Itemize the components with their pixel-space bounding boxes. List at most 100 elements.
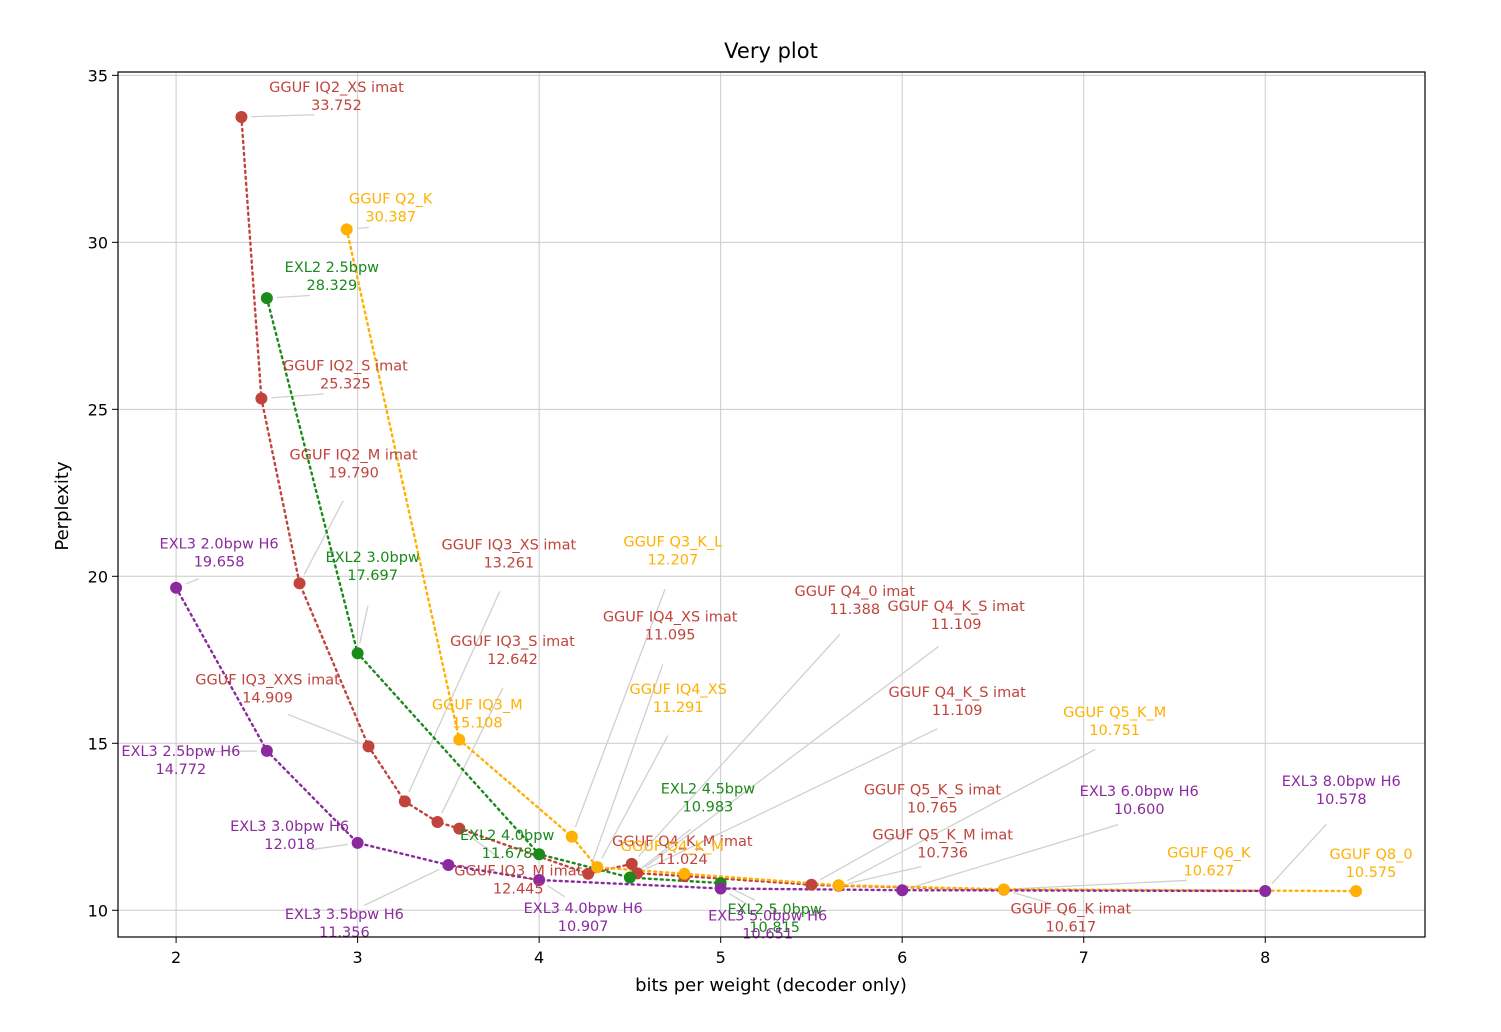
annotation-label: GGUF Q6_K imat (1010, 902, 1131, 918)
annotation-leaders (185, 114, 1327, 907)
annotation-label: EXL3 2.0bpw H6 (160, 537, 279, 553)
annotation-label: EXL2 4.5bpw (661, 781, 755, 797)
annotation-value: 10.983 (683, 799, 734, 815)
annotation-value: 12.642 (487, 652, 538, 668)
data-point (431, 816, 444, 829)
annotation-value: 33.752 (311, 98, 362, 114)
annotation-label: GGUF Q4_K_M (621, 839, 724, 855)
y-axis-title: Perplexity (52, 461, 73, 551)
annotation-value: 11.109 (931, 617, 982, 633)
annotation-leader (1013, 879, 1187, 890)
annotation-value: 28.329 (306, 278, 357, 294)
annotation-value: 15.108 (452, 716, 503, 732)
annotation-value: 10.627 (1183, 863, 1234, 879)
annotation-leader (303, 500, 344, 575)
data-point (362, 740, 375, 753)
annotation-label: GGUF IQ3_M imat (454, 864, 582, 880)
annotation-value: 10.751 (1089, 723, 1140, 739)
annotation-value: 11.291 (653, 700, 704, 716)
y-tick-label: 25 (88, 400, 108, 419)
annotation-leader (847, 748, 1096, 882)
annotation-leader (287, 713, 360, 744)
annotation-value: 11.356 (319, 925, 370, 941)
data-point (678, 867, 691, 880)
annotation-label: EXL3 3.5bpw H6 (285, 907, 404, 923)
annotation-leader (637, 828, 692, 872)
annotation-label: GGUF IQ2_S imat (283, 358, 408, 374)
annotation-value: 11.678 (482, 846, 533, 862)
annotation-label: GGUF Q8_0 (1329, 847, 1412, 863)
annotation-leader (819, 826, 914, 881)
data-point (997, 883, 1010, 896)
annotation-label: EXL2 5.0bpw (728, 902, 822, 918)
annotation-label: GGUF Q5_K_S imat (864, 783, 1002, 799)
annotation-label: GGUF IQ3_XXS imat (195, 672, 340, 688)
annotation-label: GGUF Q6_K (1167, 845, 1251, 861)
annotation-leader (1013, 891, 1050, 905)
data-point (235, 111, 248, 124)
annotation-label: GGUF Q2_K (349, 191, 433, 207)
annotation-leader (1271, 823, 1327, 885)
data-point (623, 871, 636, 884)
annotation-value: 10.765 (907, 801, 958, 817)
annotation-label: GGUF IQ3_S imat (450, 634, 575, 650)
annotation-leader (271, 393, 324, 399)
annotation-value: 10.600 (1114, 802, 1165, 818)
data-point (260, 292, 273, 305)
annotation-leader (574, 588, 666, 828)
annotation-label: GGUF Q4_K_S imat (889, 685, 1027, 701)
annotation-leader (276, 294, 310, 299)
annotation-value: 10.617 (1045, 920, 1096, 936)
x-tick-label: 8 (1260, 948, 1270, 967)
annotation-value: 17.697 (347, 568, 398, 584)
annotation-label: GGUF Q3_K_L (623, 535, 722, 551)
x-tick-label: 3 (353, 948, 363, 967)
annotation-label: EXL2 3.0bpw (325, 550, 419, 566)
annotation-label: GGUF IQ3_M (432, 698, 523, 714)
annotation-leader (202, 750, 257, 753)
annotation-label: GGUF IQ2_M imat (290, 447, 418, 463)
annotation-leader (185, 578, 199, 585)
annotation-value: 30.387 (365, 209, 416, 225)
annotation-value: 12.445 (493, 882, 544, 898)
annotation-label: EXL3 3.0bpw H6 (230, 819, 349, 835)
data-point (533, 873, 546, 886)
annotation-leader (848, 866, 922, 885)
x-tick-label: 7 (1079, 948, 1089, 967)
annotation-label: EXL3 4.0bpw H6 (524, 901, 643, 917)
annotation-label: GGUF Q4_K_M imat (612, 834, 753, 850)
annotation-label: GGUF IQ4_XS imat (603, 610, 738, 626)
series-line (345, 228, 1358, 893)
x-axis-title: bits per weight (decoder only) (635, 975, 907, 996)
annotation-leader (356, 226, 369, 230)
data-point (565, 830, 578, 843)
annotation-value: 11.388 (829, 602, 880, 618)
data-point (351, 647, 364, 660)
annotation-leader (637, 633, 841, 857)
data-point (591, 861, 604, 874)
annotation-value: 11.095 (645, 628, 696, 644)
annotations: GGUF IQ2_XS imat 33.752 GGUF IQ2_S imat 25.… (121, 80, 1412, 943)
data-point (582, 867, 595, 880)
annotation-leader (601, 735, 669, 859)
annotation-label: EXL3 5.0bpw H6 (708, 909, 827, 925)
y-tick-label: 30 (88, 233, 108, 252)
annotation-label: EXL2 2.5bpw (285, 260, 379, 276)
data-point (896, 884, 909, 897)
data-point (351, 836, 364, 849)
data-point (625, 857, 638, 870)
annotation-value: 11.024 (657, 852, 708, 868)
annotation-leader (911, 824, 1119, 888)
annotation-leader (363, 868, 440, 907)
data-point (398, 795, 411, 808)
data-point (170, 581, 183, 594)
annotation-value: 12.207 (647, 553, 698, 569)
x-tick-label: 5 (716, 948, 726, 967)
plot-frame (117, 71, 1426, 938)
data-point (805, 878, 818, 891)
annotation-label: GGUF IQ4_XS (630, 682, 727, 698)
x-tick-label: 2 (171, 948, 181, 967)
series-line (240, 115, 1006, 891)
annotation-label: EXL3 2.5bpw H6 (121, 744, 240, 760)
